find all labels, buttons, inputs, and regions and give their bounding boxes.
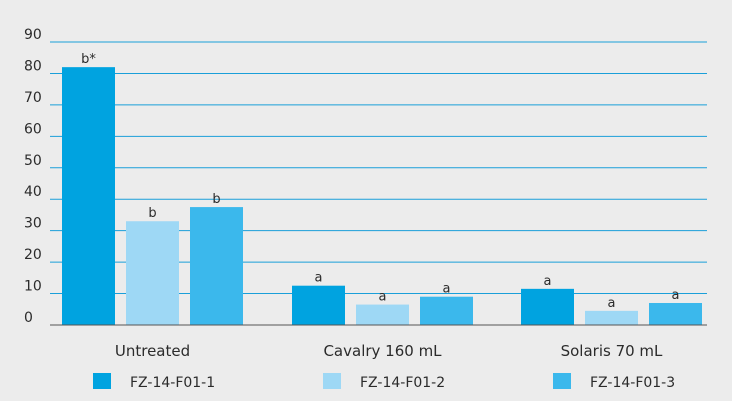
bar-label-0-0: b* <box>81 52 96 67</box>
bar-0-1 <box>126 221 179 325</box>
bar-label-1-0: a <box>315 271 323 286</box>
bar-0-0 <box>62 67 115 325</box>
bar-label-0-1: b <box>148 206 156 221</box>
bar-2-2 <box>649 303 702 325</box>
bars <box>62 67 702 325</box>
category-labels: Untreated Cavalry 160 mL Solaris 70 mL <box>115 342 663 360</box>
y-tick-label-10: 10 <box>24 279 42 295</box>
bar-0-2 <box>190 207 243 325</box>
bar-label-0-2: b <box>212 192 220 207</box>
legend-label-0: FZ-14-F01-1 <box>130 375 215 391</box>
y-axis-ticks: 0 10 20 30 40 50 60 70 80 90 <box>24 27 42 326</box>
y-tick-label-30: 30 <box>24 216 42 232</box>
bar-label-2-2: a <box>672 288 680 303</box>
bar-label-1-1: a <box>379 290 387 305</box>
y-tick-label-50: 50 <box>24 153 42 169</box>
category-label-0: Untreated <box>115 342 190 360</box>
legend-label-1: FZ-14-F01-2 <box>360 375 445 391</box>
bar-2-0 <box>521 289 574 325</box>
category-label-1: Cavalry 160 mL <box>323 342 442 360</box>
bar-label-1-2: a <box>443 282 451 297</box>
bar-label-2-1: a <box>608 296 616 311</box>
legend-label-2: FZ-14-F01-3 <box>590 375 675 391</box>
legend-swatch-1 <box>323 373 341 389</box>
y-tick-label-20: 20 <box>24 247 42 263</box>
y-tick-label-40: 40 <box>24 184 42 200</box>
bar-label-2-0: a <box>544 274 552 289</box>
category-label-2: Solaris 70 mL <box>561 342 663 360</box>
y-tick-label-70: 70 <box>24 90 42 106</box>
bar-1-1 <box>356 305 409 325</box>
y-tick-label-80: 80 <box>24 58 42 74</box>
legend: FZ-14-F01-1 FZ-14-F01-2 FZ-14-F01-3 <box>93 373 675 391</box>
bar-1-2 <box>420 297 473 325</box>
y-tick-label-90: 90 <box>24 27 42 43</box>
bar-2-1 <box>585 311 638 325</box>
y-tick-label-0: 0 <box>24 310 33 326</box>
bar-1-0 <box>292 286 345 325</box>
legend-swatch-0 <box>93 373 111 389</box>
legend-swatch-2 <box>553 373 571 389</box>
y-tick-label-60: 60 <box>24 121 42 137</box>
